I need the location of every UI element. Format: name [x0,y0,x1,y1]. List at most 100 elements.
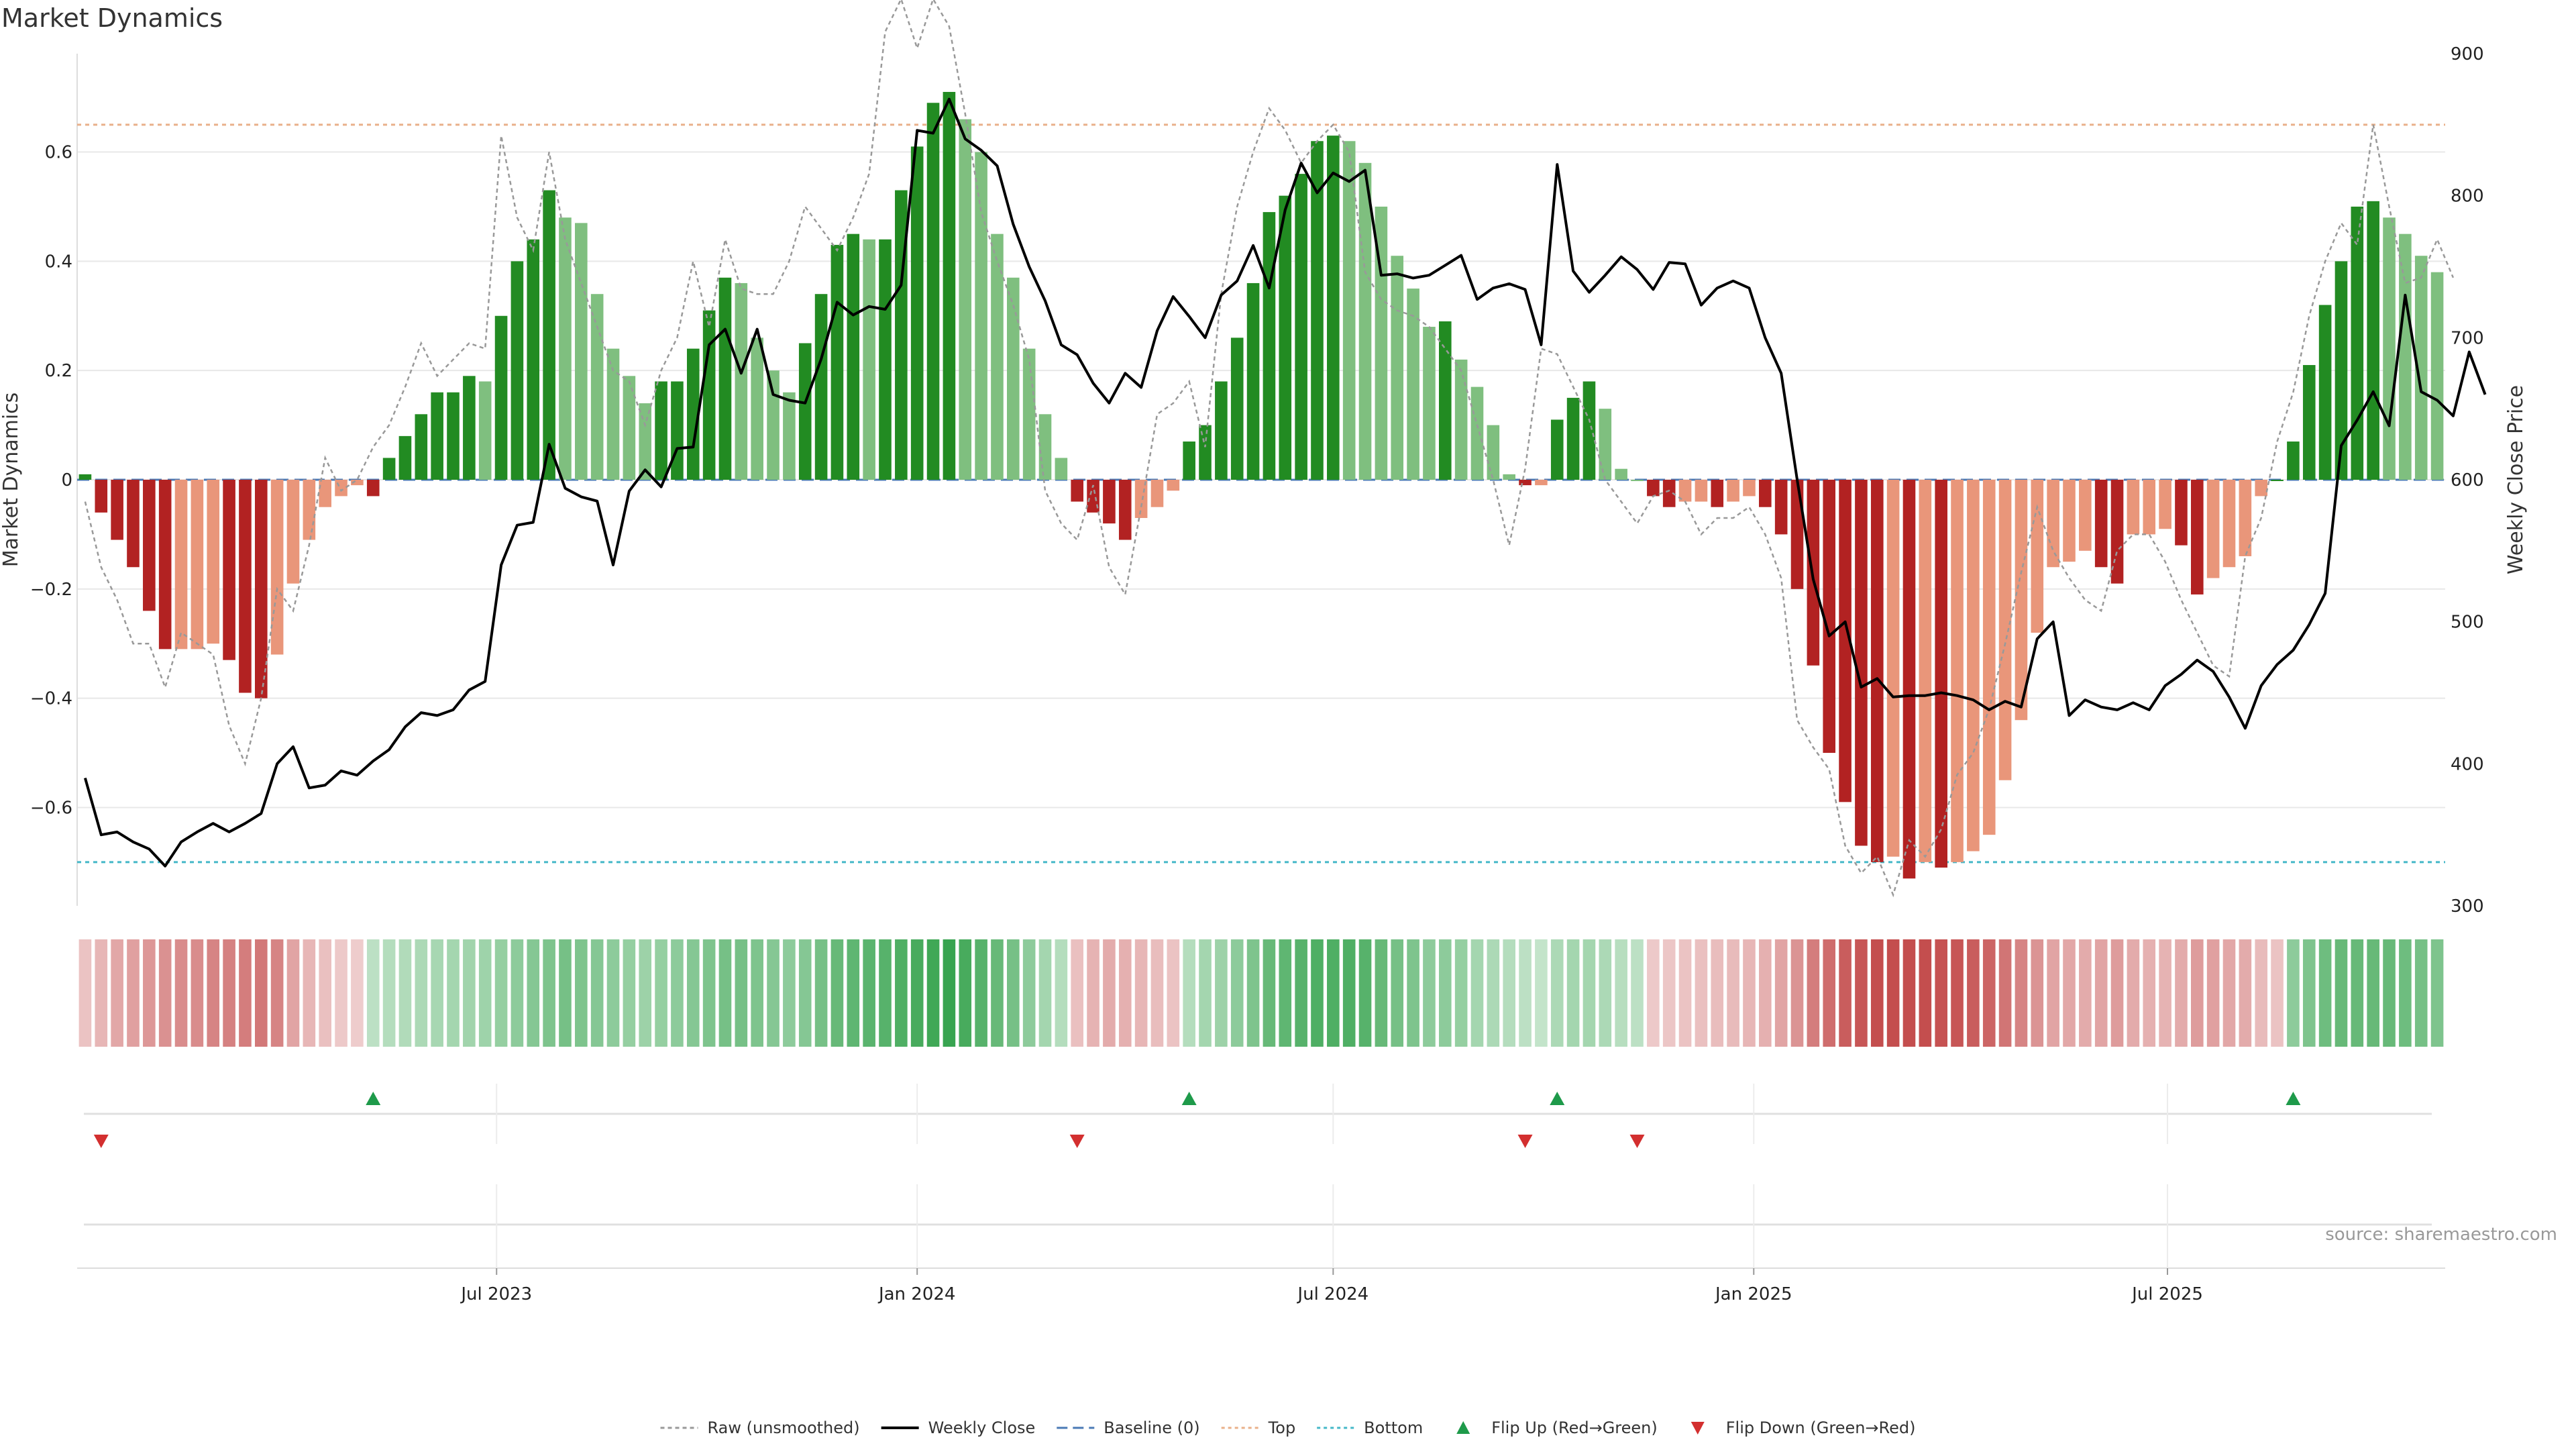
dynamics-bar [879,239,892,480]
regime-cell [606,939,620,1047]
regime-cell [1071,939,1084,1047]
regime-cell [2127,939,2140,1047]
dynamics-bar [2302,365,2316,480]
regime-cell [1311,939,1324,1047]
regime-cell [959,939,972,1047]
regime-cell [511,939,524,1047]
regime-cell [1519,939,1532,1047]
regime-cell [174,939,188,1047]
dynamics-bar [1967,480,1980,851]
dynamics-bar [1134,480,1148,518]
regime-cell [1358,939,1372,1047]
dynamics-bar [783,392,796,480]
dynamics-bar [1438,321,1452,480]
regime-cell [1375,939,1388,1047]
dynamics-bar [606,348,620,480]
legend-label: Flip Down (Green→Red) [1726,1418,1916,1437]
regime-cell [1263,939,1276,1047]
regime-cell [655,939,667,1047]
regime-cell [1823,939,1836,1047]
regime-cell [991,939,1004,1047]
regime-cell [2302,939,2316,1047]
regime-cell [751,939,763,1047]
dynamics-bar [543,190,555,480]
regime-cell [1246,939,1260,1047]
dynamics-bar [1519,480,1532,486]
regime-cell [398,939,412,1047]
dynamics-bar [1550,419,1564,480]
regime-cell [1599,939,1612,1047]
x-tick-label: Jul 2024 [1296,1284,1368,1304]
regime-cell [95,939,108,1047]
regime-cell [1134,939,1148,1047]
dynamics-bar [1358,162,1372,480]
dynamics-bar [286,480,300,584]
regime-cell [351,939,364,1047]
legend-label: Raw (unsmoothed) [708,1418,860,1437]
regime-cell [2318,939,2332,1047]
dynamics-bar [1007,277,1020,480]
dynamics-bar [975,152,987,480]
dynamics-bar [303,480,316,540]
regime-cell [1118,939,1132,1047]
dynamics-bar [1998,480,2012,780]
dynamics-bar [2047,480,2059,568]
regime-cell [2191,939,2204,1047]
raw-series-line [84,0,2455,898]
regime-cell [254,939,268,1047]
dynamics-bar [1311,141,1324,480]
regime-cell [1631,939,1644,1047]
regime-cell [2255,939,2268,1047]
regime-cell [1998,939,2012,1047]
dynamics-bar [1423,327,1436,480]
dynamics-bar [254,480,268,698]
regime-cell [1807,939,1820,1047]
legend: Raw (unsmoothed) Weekly Close Baseline (0)… [660,1418,1916,1437]
dynamics-bar [2383,217,2396,480]
dynamics-bar [2222,480,2236,568]
dynamics-bar [1886,480,1900,857]
dynamics-bar [798,343,812,480]
flip-up-marker [2286,1092,2301,1105]
legend-label: Weekly Close [928,1418,1036,1437]
dynamics-bar [1055,458,1068,480]
dynamics-bar [814,294,828,480]
regime-cell [1711,939,1724,1047]
dynamics-bar [2271,480,2284,481]
regime-strip [78,939,2444,1047]
regime-cell [1902,939,1916,1047]
regime-cell [2383,939,2396,1047]
left-tick-label: −0.6 [30,798,72,818]
regime-cell [1423,939,1436,1047]
regime-cell [158,939,172,1047]
dynamics-bar [847,234,860,480]
dynamics-bar [2206,480,2220,578]
regime-cell [2063,939,2076,1047]
dynamics-bar [2015,480,2028,721]
dynamics-bar [943,91,956,480]
regime-cell [735,939,748,1047]
dynamics-bar [1407,289,1419,480]
regime-cell [478,939,492,1047]
dynamics-bar [910,146,924,480]
regime-cell [1647,939,1660,1047]
regime-cell [447,939,460,1047]
regime-cell [1839,939,1851,1047]
dynamics-bar [1774,480,1788,535]
dynamics-bar [2239,480,2252,556]
right-tick-label: 800 [2451,187,2484,207]
regime-cell [559,939,572,1047]
dynamics-bar [751,338,763,480]
dynamics-bar [1150,480,1164,507]
right-tick-label: 600 [2451,470,2484,490]
regime-cell [1790,939,1804,1047]
regime-cell [1391,939,1404,1047]
regime-cell [1982,939,1996,1047]
dynamics-bar [382,458,396,480]
left-tick-label: 0.6 [45,143,72,163]
regime-cell [127,939,140,1047]
dynamics-bar [1982,480,1996,835]
dynamics-bar [223,480,235,660]
regime-cell [1454,939,1468,1047]
regime-cell [1279,939,1292,1047]
